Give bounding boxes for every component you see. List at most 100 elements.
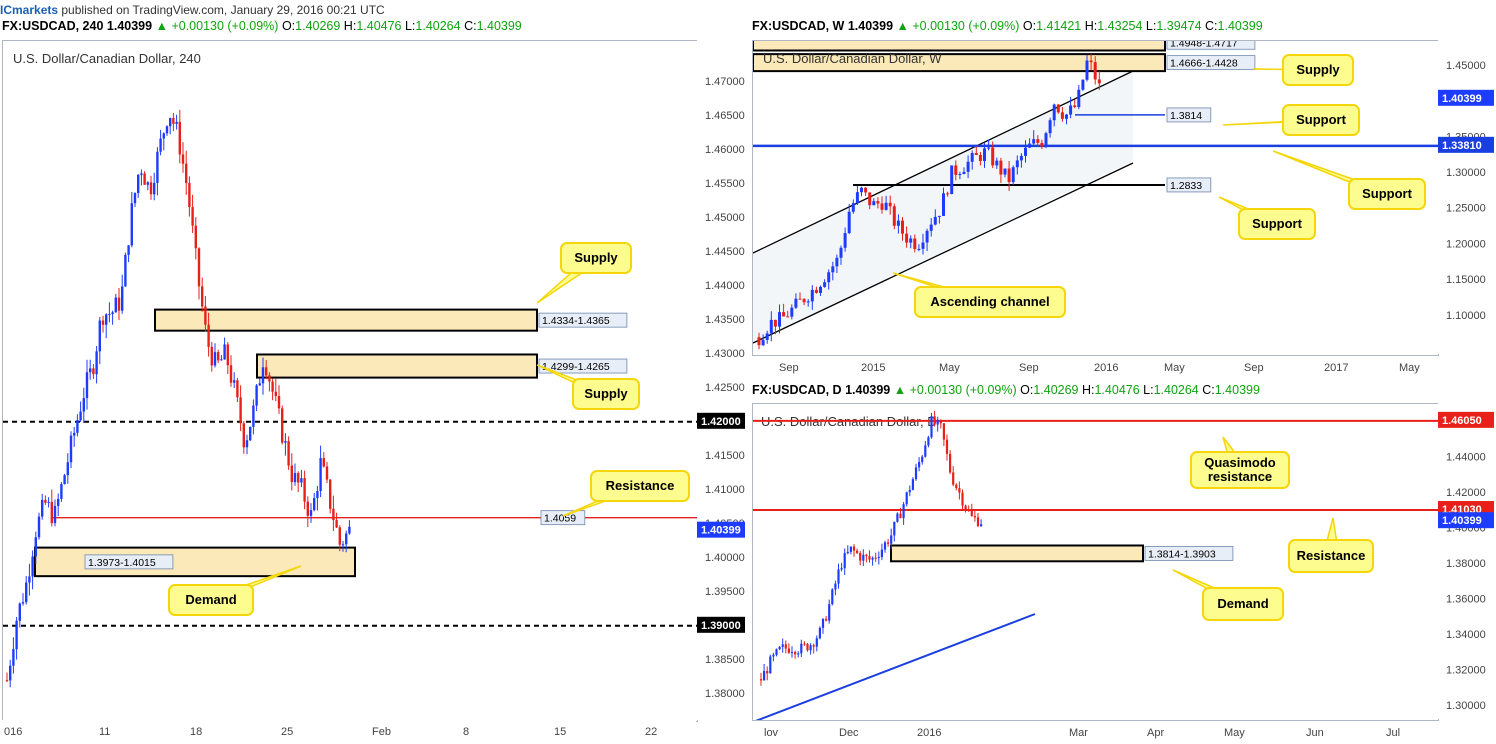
weekly-candle <box>892 203 896 230</box>
candle-body <box>769 656 772 674</box>
candle-body <box>840 568 843 570</box>
zone-label-box <box>538 312 628 328</box>
h4-candle <box>159 129 162 156</box>
candle-body <box>53 505 57 524</box>
daily-candle <box>902 502 905 525</box>
candle-body <box>316 491 319 499</box>
demand-zone: 1.3973-1.4015 <box>34 546 356 578</box>
candle-body <box>1060 112 1064 119</box>
weekly-candle <box>851 199 855 214</box>
candle-body <box>781 644 784 647</box>
weekly-candle <box>884 195 888 211</box>
h4-candle <box>268 372 271 392</box>
daily-candle <box>772 652 775 662</box>
candle-body <box>117 297 121 311</box>
candle-body <box>831 589 834 605</box>
weekly-candle <box>794 293 798 309</box>
weekly-chart-header: FX:USDCAD, W 1.40399 ▲ +0.00130 (+0.09%)… <box>752 19 1263 33</box>
daily-candle <box>970 503 973 517</box>
price-tick-label: 1.15000 <box>1446 274 1486 286</box>
h4-chart-svg[interactable]: U.S. Dollar/Canadian Dollar, 240 1.4334-1… <box>3 41 697 721</box>
daily-price-axis-svg[interactable]: 1.440001.420001.400001.380001.360001.340… <box>1438 403 1494 719</box>
candle-body <box>185 163 188 183</box>
weekly-candle <box>1069 96 1073 119</box>
weekly-price-axis-svg[interactable]: 1.450001.400001.350001.300001.250001.200… <box>1438 40 1494 354</box>
daily-candle <box>877 551 880 565</box>
weekly-candle <box>929 218 933 237</box>
candle-body <box>201 286 204 307</box>
h4-candle <box>89 359 92 380</box>
h4-time-axis[interactable]: 016 11 18 25 Feb 8 15 22 <box>2 720 696 742</box>
weekly-time-axis-svg[interactable]: Sep 2015 May Sep 2016 May Sep 2017 May <box>752 356 1437 376</box>
candle-body <box>1015 160 1019 168</box>
candle-body <box>763 671 766 681</box>
daily-candle <box>939 419 942 429</box>
callout-label: Quasimodo <box>1204 455 1276 470</box>
price-tick-label: 1.25000 <box>1446 203 1486 215</box>
candle-body <box>245 440 249 448</box>
daily-candle <box>787 643 790 654</box>
daily-price-axis[interactable]: 1.44000 1.42000 1.40000 1.38000 1.36000 1.340… <box>1438 403 1494 719</box>
candle-body <box>790 652 794 654</box>
weekly-time-axis[interactable]: Sep 2015 May Sep 2016 May Sep 2017 May <box>752 356 1437 376</box>
h4-price-axis-svg[interactable]: 1.47000 1.46500 1.46000 1.45500 1.45000 1.445… <box>697 40 745 720</box>
daily-time-axis-svg[interactable]: lov Dec 2016 Mar Apr May Jun Jul <box>752 721 1437 743</box>
h4-candle <box>85 359 89 410</box>
h4-chart-panel[interactable]: U.S. Dollar/Canadian Dollar, 240 1.4334-1… <box>2 40 698 722</box>
weekly-candle <box>868 192 872 210</box>
candle-body <box>21 602 25 604</box>
candle-body <box>258 383 261 386</box>
h4-last-price: 1.40399 <box>106 19 153 33</box>
candle-body <box>899 513 902 519</box>
candle-body <box>862 554 865 561</box>
daily-candle <box>781 638 784 653</box>
weekly-candle <box>786 310 790 318</box>
h4-candle <box>18 602 21 628</box>
callout-label: Support <box>1296 112 1346 127</box>
candle-body <box>787 648 790 653</box>
h4-candle <box>271 378 274 401</box>
time-tick-label: 11 <box>99 726 110 738</box>
daily-chart-panel[interactable]: U.S. Dollar/Canadian Dollar, D 1.3814-1.3… <box>752 403 1439 721</box>
candle-body <box>966 161 970 172</box>
candle-body <box>868 556 871 560</box>
brand-logo[interactable]: ICmarkets <box>0 3 59 17</box>
candle-body <box>325 466 329 480</box>
weekly-chart-panel[interactable]: 1.4948-1.4717 1.4666-1.4428 U.S. Dollar/Ca… <box>752 40 1439 356</box>
weekly-candle <box>814 286 818 294</box>
daily-close: 1.40399 <box>1214 383 1260 397</box>
daily-time-axis[interactable]: lov Dec 2016 Mar Apr May Jun Jul <box>752 721 1437 743</box>
candle-body <box>852 546 856 551</box>
candle-body <box>949 453 952 473</box>
weekly-candle <box>970 150 974 170</box>
candle-body <box>341 544 345 546</box>
daily-candle <box>914 463 918 481</box>
time-tick-label: 016 <box>4 726 22 738</box>
candle-body <box>819 286 822 293</box>
time-tick-label: May <box>1224 727 1245 739</box>
time-tick-label: Jun <box>1306 727 1324 739</box>
candle-body <box>896 220 900 226</box>
h4-time-axis-svg[interactable]: 016 11 18 25 Feb 8 15 22 <box>2 720 696 742</box>
weekly-chart-svg[interactable]: 1.4948-1.4717 1.4666-1.4428 U.S. Dollar/Ca… <box>753 41 1438 355</box>
callout-label: Supply <box>1296 62 1340 77</box>
weekly-price-axis[interactable]: 1.450001.400001.350001.300001.250001.200… <box>1438 40 1494 354</box>
candle-body <box>220 359 223 361</box>
candle-body <box>856 550 859 553</box>
h4-candle <box>236 377 239 403</box>
daily-chart-svg[interactable]: U.S. Dollar/Canadian Dollar, D1.3814-1.3… <box>753 404 1438 720</box>
candle-body <box>806 643 809 651</box>
price-tick-label: 1.45000 <box>705 212 745 224</box>
weekly-candle <box>843 227 847 252</box>
daily-candle <box>790 646 794 658</box>
h4-candle <box>261 357 265 395</box>
h4-candle <box>233 372 236 389</box>
time-tick-label: May <box>1399 362 1420 374</box>
daily-candle <box>809 643 812 655</box>
candle-body <box>306 501 309 516</box>
h4-price-axis[interactable]: 1.47000 1.46500 1.46000 1.45500 1.45000 1.445… <box>697 40 745 720</box>
current-price-box <box>697 521 745 538</box>
h4-candle <box>162 132 165 151</box>
candle-body <box>839 247 843 258</box>
h4-candle <box>101 315 105 333</box>
